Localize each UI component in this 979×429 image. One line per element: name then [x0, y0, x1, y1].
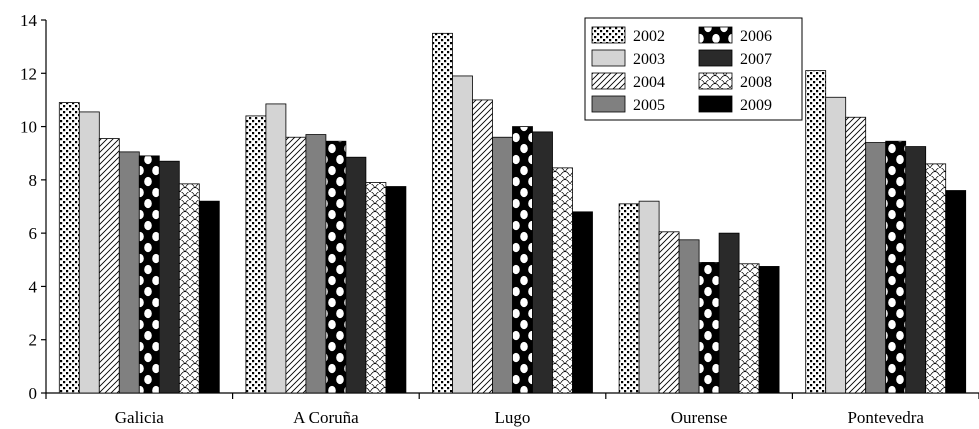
bar-2007-lugo — [532, 131, 553, 394]
legend-swatch-2002 — [591, 26, 626, 44]
bar-2008-galicia — [178, 183, 200, 394]
legend-swatch-2003 — [591, 49, 626, 67]
bar-2003-pontevedra — [825, 96, 847, 394]
bar-2007-pontevedra — [905, 146, 927, 394]
category-label: Pontevedra — [847, 408, 924, 427]
bar-2009-a-coru-a — [385, 186, 407, 394]
category-label: Galicia — [115, 408, 165, 427]
legend-swatch-2006 — [698, 26, 733, 44]
bar-2004-ourense — [658, 231, 680, 394]
bar-2002-ourense — [618, 203, 640, 394]
legend-label-2007: 2007 — [740, 51, 772, 68]
y-tick-label: 0 — [29, 384, 38, 403]
bar-2003-galicia — [78, 111, 100, 394]
bar-2007-galicia — [158, 160, 180, 394]
legend-label-2003: 2003 — [633, 51, 665, 68]
legend-swatch-2009 — [698, 95, 733, 113]
y-tick-label: 10 — [20, 118, 37, 137]
legend-label-2009: 2009 — [740, 97, 772, 114]
legend-swatch-2008 — [698, 72, 733, 90]
bar-2003-a-coru-a — [265, 103, 287, 394]
bar-2008-a-coru-a — [365, 182, 387, 394]
bar-2008-ourense — [738, 263, 760, 394]
category-label: Lugo — [495, 408, 531, 427]
bar-2005-a-coru-a — [305, 134, 327, 394]
bar-2006-pontevedra — [885, 140, 907, 394]
legend-swatch-2005 — [591, 95, 626, 113]
bar-2004-lugo — [472, 99, 493, 394]
y-tick-label: 6 — [29, 224, 38, 243]
bar-2009-lugo — [572, 211, 593, 394]
y-tick-label: 14 — [20, 11, 38, 30]
legend-label-2004: 2004 — [633, 74, 665, 91]
bar-2002-pontevedra — [805, 70, 827, 394]
bar-2006-a-coru-a — [325, 140, 347, 394]
bar-2008-lugo — [552, 167, 573, 394]
x-ticks — [45, 393, 979, 399]
y-tick-label: 8 — [29, 171, 38, 190]
bar-2007-a-coru-a — [345, 156, 367, 394]
legend: 2002 2003 2004 2005 2006 2007 2008 2009 — [584, 17, 803, 121]
y-tick-label: 4 — [29, 277, 38, 296]
category-label: Ourense — [671, 408, 728, 427]
bar-2003-lugo — [452, 75, 473, 394]
bar-2006-galicia — [138, 155, 160, 394]
legend-label-2008: 2008 — [740, 74, 772, 91]
bars — [58, 32, 967, 394]
bar-2005-pontevedra — [865, 142, 887, 394]
bar-2002-lugo — [432, 32, 453, 394]
y-tick-label: 12 — [20, 64, 37, 83]
legend-swatch-2004 — [591, 72, 626, 90]
bar-2006-lugo — [512, 126, 533, 394]
bar-2002-galicia — [58, 102, 80, 394]
bar-2003-ourense — [638, 200, 660, 394]
bar-2009-galicia — [198, 200, 220, 394]
bar-2005-ourense — [678, 239, 700, 394]
bar-2004-a-coru-a — [285, 136, 307, 394]
y-tick-label: 2 — [29, 331, 38, 350]
bar-2002-a-coru-a — [245, 115, 267, 394]
bar-2005-lugo — [492, 136, 513, 394]
bar-2007-ourense — [718, 232, 740, 394]
legend-label-2002: 2002 — [633, 28, 665, 45]
category-label: A Coruña — [293, 408, 359, 427]
y-ticks: 0 2 4 6 8 10 12 14 — [20, 11, 46, 403]
bar-2008-pontevedra — [925, 163, 947, 394]
legend-swatch-2007 — [698, 49, 733, 67]
legend-label-2005: 2005 — [633, 97, 665, 114]
bar-2005-galicia — [118, 151, 140, 394]
category-labels: Galicia A Coruña Lugo Ourense Pontevedra — [115, 408, 925, 427]
bar-2009-ourense — [758, 266, 780, 394]
bar-2009-pontevedra — [945, 190, 967, 394]
bar-2006-ourense — [698, 262, 720, 394]
bar-2004-pontevedra — [845, 116, 867, 394]
bar-2004-galicia — [98, 138, 120, 394]
legend-label-2006: 2006 — [740, 28, 772, 45]
